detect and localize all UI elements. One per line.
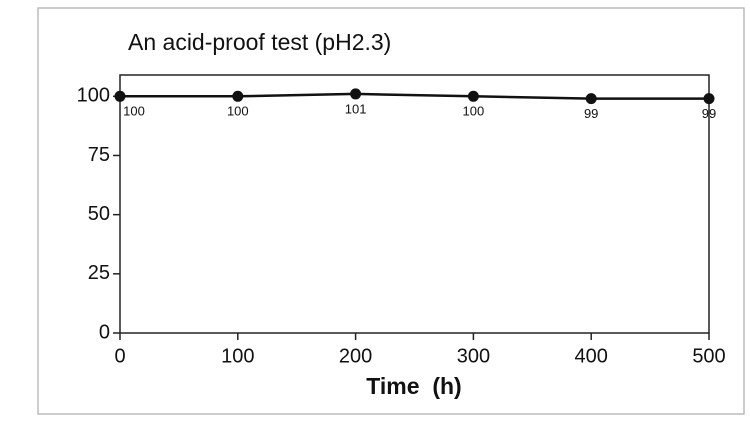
y-tick-label: 25 — [88, 262, 110, 284]
x-tick-label: 200 — [339, 345, 372, 367]
y-tick-label: 0 — [99, 321, 110, 343]
x-tick-label: 400 — [575, 345, 608, 367]
y-tick-label: 50 — [88, 203, 110, 225]
value-label: 99 — [702, 106, 716, 121]
value-label: 100 — [463, 104, 485, 119]
point — [114, 90, 126, 102]
value-label: 100 — [227, 104, 249, 119]
chart-title: An acid-proof test (pH2.3) — [128, 29, 391, 55]
value-label: 99 — [584, 106, 598, 121]
value-label: 101 — [345, 101, 367, 116]
x-tick-label: 0 — [114, 345, 125, 367]
point — [585, 93, 597, 105]
frame — [37, 7, 745, 415]
point — [467, 90, 479, 102]
point — [703, 93, 715, 105]
line — [120, 92, 709, 100]
y-tick-label: 75 — [88, 144, 110, 166]
x-axis-label: Time (h) — [366, 373, 461, 399]
x-tick-label: 300 — [457, 345, 490, 367]
x-tick-label: 500 — [692, 345, 725, 367]
y-tick-label: 100 — [77, 85, 110, 107]
x-tick-label: 100 — [221, 345, 254, 367]
point — [350, 88, 362, 100]
value-label: 100 — [123, 104, 145, 119]
plot-area — [119, 74, 710, 334]
point — [232, 90, 244, 102]
